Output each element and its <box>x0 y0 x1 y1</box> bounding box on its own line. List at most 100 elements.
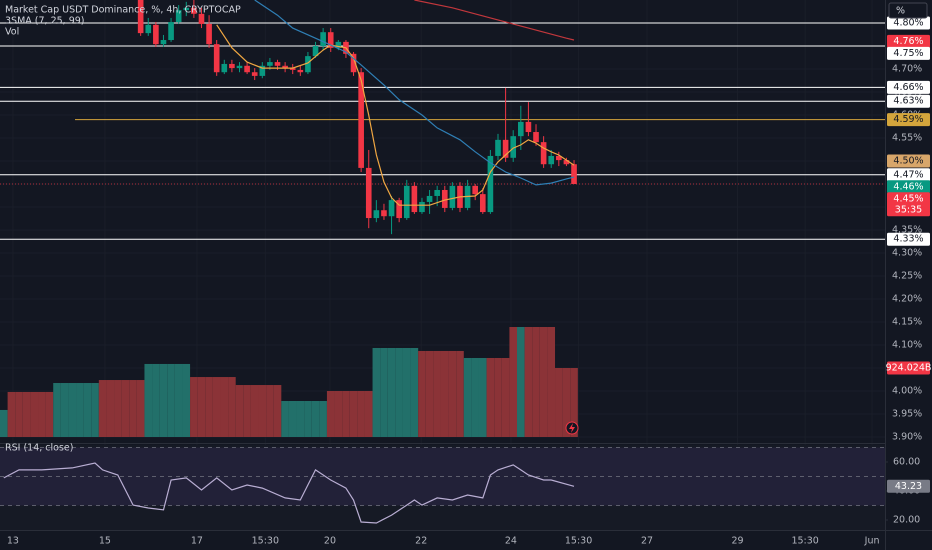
alert-icon-bolt <box>569 423 575 433</box>
price-label: 4.46% <box>893 181 923 192</box>
rsi-pane-bg <box>0 445 885 530</box>
candle-body <box>502 139 509 158</box>
volume-bar <box>456 350 464 437</box>
volume-bar <box>296 401 305 437</box>
volume-bar <box>212 377 221 437</box>
volume-bar <box>509 327 518 437</box>
candle-body <box>145 24 152 34</box>
rsi-pane <box>0 445 885 530</box>
levels <box>0 22 885 240</box>
x-tick-label: 20 <box>324 536 336 547</box>
volume-bar <box>524 327 533 437</box>
volume-bar <box>547 327 556 437</box>
volume-bar <box>517 327 525 437</box>
volume-bar <box>152 363 160 437</box>
volume-bar <box>114 380 122 437</box>
candle-body <box>533 132 539 143</box>
candle-body <box>350 53 357 73</box>
volume-bar <box>471 357 479 437</box>
volume-bar <box>486 357 495 437</box>
volume-bar <box>144 363 153 437</box>
current-price-label: 4.45% <box>893 193 923 204</box>
volume-bar <box>440 350 449 437</box>
volume-bar <box>60 383 69 437</box>
level-label-box <box>887 168 930 182</box>
volume-label: 924.024B <box>886 362 932 373</box>
candle-body <box>449 185 456 208</box>
volume-bar <box>372 347 381 437</box>
candle-body <box>221 63 228 73</box>
indicator-legend: 3SMA (7, 25, 99) <box>5 16 85 27</box>
volume-bar <box>304 401 312 437</box>
candle-body <box>403 185 410 219</box>
candle-body <box>381 210 387 217</box>
candle-body <box>259 65 266 76</box>
volume-bar <box>494 357 502 437</box>
volume-bar <box>364 390 373 437</box>
x-tick-label: Jun <box>864 536 880 547</box>
chart-title: Market Cap USDT Dominance, %, 4h, CRYPTO… <box>5 5 241 16</box>
volume-bar <box>235 385 244 437</box>
volume-bar <box>357 390 365 437</box>
candle-body <box>419 201 425 213</box>
volume-bar <box>562 367 571 437</box>
volume-pane <box>0 327 578 437</box>
volume-bar <box>539 327 548 437</box>
candle-body <box>168 22 174 41</box>
candle-body <box>373 210 380 219</box>
y-tick-label: 4.30% <box>892 248 922 259</box>
volume-bar <box>136 380 145 437</box>
candles <box>137 0 577 235</box>
volume-bar <box>380 347 388 437</box>
volume-bar <box>501 357 510 437</box>
price-label: 4.50% <box>893 156 923 167</box>
rsi-tick-label: 60.00 <box>893 456 920 467</box>
volume-bar <box>418 350 426 437</box>
candle-body <box>267 62 273 66</box>
volume-bar <box>311 401 320 437</box>
y-tick-label: 4.15% <box>892 317 922 328</box>
y-tick-label: 4.35% <box>892 225 922 236</box>
x-tick-label: 15 <box>99 536 111 547</box>
current-price-label-box <box>887 192 930 217</box>
candle-body <box>335 41 342 48</box>
candle-body <box>153 24 159 45</box>
y-tick-label: 4.20% <box>892 294 922 305</box>
candle-body <box>487 155 494 213</box>
unit-box[interactable] <box>888 2 928 19</box>
candle-body <box>365 167 372 219</box>
volume-bar <box>106 380 115 437</box>
candle-body <box>297 69 304 73</box>
volume-bar <box>45 391 54 437</box>
volume-bar <box>555 367 563 437</box>
sma-line <box>216 24 575 206</box>
level-label: 4.59% <box>893 114 923 125</box>
level-label: 4.75% <box>893 48 923 59</box>
volume-bar <box>38 391 46 437</box>
candle-body <box>175 10 182 23</box>
volume-bar <box>83 383 92 437</box>
level-label: 4.33% <box>893 234 923 245</box>
candle-body <box>183 7 190 11</box>
price-label-box <box>887 180 930 194</box>
volume-bar <box>532 327 540 437</box>
volume-bar <box>15 391 23 437</box>
candle-body <box>517 121 524 137</box>
volume-bar <box>281 401 289 437</box>
volume-bar <box>22 391 31 437</box>
volume-bar <box>30 391 39 437</box>
candle-body <box>244 65 250 73</box>
candle-body <box>213 44 220 73</box>
x-tick-label: 24 <box>505 536 517 547</box>
volume-bar <box>190 377 198 437</box>
volume-bar <box>433 350 441 437</box>
volume-bar <box>129 380 137 437</box>
volume-bar <box>205 377 213 437</box>
axis-unit: % <box>896 6 905 17</box>
level-label-box <box>887 80 930 94</box>
volume-bar <box>266 385 274 437</box>
candle-body <box>495 139 501 156</box>
y-tick-label: 4.55% <box>892 133 922 144</box>
price-label-box <box>887 34 930 48</box>
